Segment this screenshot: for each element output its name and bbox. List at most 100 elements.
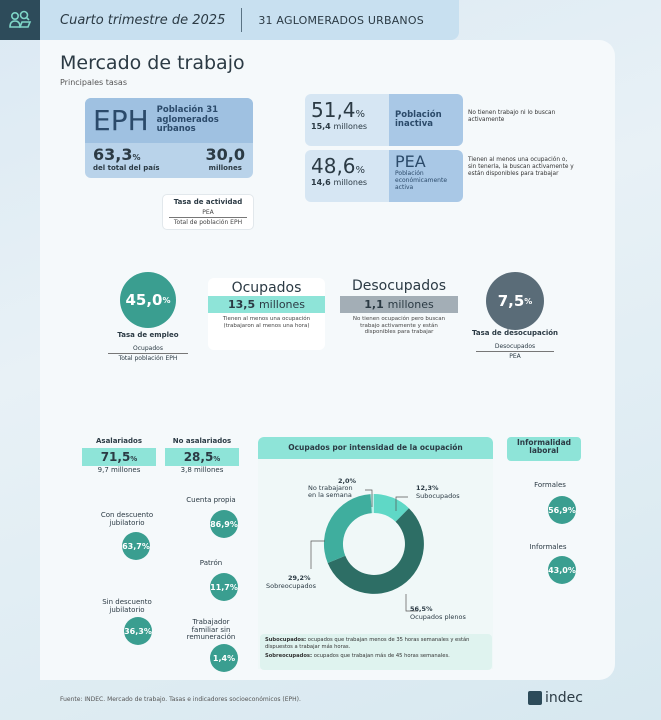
pea-card: 48,6% 14,6 millones PEA Población económ…: [305, 150, 463, 202]
ocupados-millions: 13,5: [227, 298, 256, 311]
con-descuento-label: Con descuento jubilatorio: [100, 511, 154, 527]
asalariados-millions: 9,7 millones: [97, 466, 141, 474]
note-sobre-term: Sobreocupados:: [265, 653, 313, 659]
inactiva-description: No tienen trabajo ni lo buscan activamen…: [468, 110, 556, 124]
page-subtitle: Principales tasas: [60, 78, 127, 87]
asalariados-card: Asalariados 71,5% 9,7 millones: [82, 437, 156, 474]
desocupados-millions: 1,1: [364, 298, 384, 311]
inactiva-millions-unit: millones: [333, 122, 368, 131]
no-asalariados-unit: %: [213, 455, 221, 463]
pea-acronym: PEA: [395, 152, 426, 171]
no-asalariados-title: No asalariados: [172, 437, 232, 445]
pea-description: Tienen al menos una ocupación o, sin ten…: [468, 157, 574, 178]
cuenta-propia-label: Cuenta propia: [186, 496, 236, 504]
header-bar: Cuarto trimestre de 2025 31 AGLOMERADOS …: [40, 0, 459, 40]
asalariados-title: Asalariados: [96, 437, 142, 445]
ocupados-title: Ocupados: [231, 280, 302, 296]
tasa-desocupacion-unit: %: [524, 296, 533, 306]
pea-millions-unit: millones: [333, 178, 368, 187]
formales-label: Formales: [534, 481, 566, 489]
slice-ocupados-plenos: [327, 508, 424, 594]
tasa-desocupacion-title: Tasa de desocupación: [471, 329, 559, 337]
informalidad-title: Informalidad laboral: [507, 437, 581, 461]
tasa-empleo-circle: 45,0%: [120, 272, 176, 328]
eph-pct-caption: del total del país: [93, 164, 160, 172]
informales-value: 43,0%: [548, 556, 576, 584]
tasa-desocupacion-formula: Tasa de desocupación Desocupados PEA: [466, 329, 564, 360]
inactiva-card: 51,4% 15,4 millones Población inactiva: [305, 94, 463, 146]
header-divider: [241, 8, 243, 32]
indec-logo-text: indec: [545, 690, 583, 706]
asalariados-value: 71,5: [100, 450, 131, 464]
tasa-empleo-title: Tasa de empleo: [117, 331, 179, 339]
page-title: Mercado de trabajo: [60, 52, 245, 74]
label-sobreocupados-pct: 29,2%: [288, 574, 311, 582]
inactiva-millions: 15,4: [311, 122, 331, 131]
source-footnote: Fuente: INDEC. Mercado de trabajo. Tasas…: [60, 696, 301, 703]
inactiva-value: 51,4: [311, 98, 356, 122]
note-sub-term: Subocupados:: [265, 637, 307, 643]
eph-pct-unit: %: [132, 153, 141, 162]
tasa-empleo-value: 45,0: [125, 291, 163, 309]
tasa-desocupacion-denominator: PEA: [509, 353, 521, 360]
ocupados-card: Ocupados 13,5 millones Tienen al menos u…: [208, 278, 325, 350]
note-sobre-def: ocupados que trabajan más de 45 horas se…: [312, 653, 450, 659]
eph-pct-value: 63,3: [93, 145, 133, 164]
no-asalariados-value: 28,5: [183, 450, 214, 464]
period-label: Cuarto trimestre de 2025: [60, 12, 226, 28]
eph-pop-caption: millones: [208, 164, 242, 172]
pea-label: Población económicamente activa: [395, 170, 448, 191]
con-descuento-value: 63,7%: [122, 532, 150, 560]
label-no-trabajaron-pct: 2,0%: [338, 477, 357, 485]
desocupados-title: Desocupados: [351, 278, 447, 294]
label-sobreocupados: Sobreocupados: [266, 582, 317, 590]
patron-value: 11,7%: [210, 573, 238, 601]
no-asalariados-card: No asalariados 28,5% 3,8 millones: [165, 437, 239, 474]
scope-label: 31 AGLOMERADOS URBANOS: [258, 13, 424, 27]
eph-pop-value: 30,0: [205, 145, 245, 164]
label-subocupados: Subocupados: [416, 492, 460, 500]
tasa-empleo-denominator: Total población EPH: [118, 355, 178, 362]
inactiva-label: Población inactiva: [395, 109, 442, 129]
slice-sobreocupados: [323, 494, 372, 563]
header-icon: [0, 0, 40, 40]
desocupados-card: Desocupados 1,1 millones No tienen ocupa…: [340, 278, 458, 339]
label-plenos: Ocupados plenos: [410, 613, 467, 621]
intensidad-notes: Subocupados: ocupados que trabajan menos…: [260, 634, 492, 670]
tasa-desocupacion-circle: 7,5%: [486, 272, 544, 330]
note-sub-def: ocupados que trabajan menos de 35 horas …: [265, 637, 470, 650]
slice-subocupados: [374, 494, 409, 522]
tasa-empleo-formula: Tasa de empleo Ocupados Total población …: [100, 331, 196, 362]
inactiva-unit: %: [355, 109, 366, 120]
patron-label: Patrón: [199, 559, 223, 567]
sin-descuento-value: 36,3%: [124, 617, 152, 645]
cuenta-propia-value: 86,9%: [210, 510, 238, 538]
tasa-actividad-denominator: Total de población EPH: [173, 219, 243, 226]
pea-millions: 14,6: [311, 178, 331, 187]
eph-acronym: EPH: [93, 104, 149, 137]
tasa-actividad-title: Tasa de actividad: [173, 198, 243, 206]
label-plenos-pct: 56,5%: [410, 605, 433, 613]
tasa-empleo-unit: %: [162, 295, 171, 305]
indec-logo: indec: [528, 690, 583, 706]
formales-value: 56,9%: [548, 496, 576, 524]
label-no-trabajaron: No trabajaron: [308, 484, 353, 492]
informales-label: Informales: [529, 543, 567, 551]
intensidad-title: Ocupados por intensidad de la ocupación: [258, 437, 493, 459]
tasa-desocupacion-value: 7,5: [497, 292, 525, 310]
people-search-icon: [9, 10, 32, 28]
tasa-empleo-numerator: Ocupados: [108, 345, 188, 354]
pea-unit: %: [355, 165, 366, 176]
eph-label: Población 31 aglomerados urbanos: [156, 105, 219, 135]
desocupados-millions-unit: millones: [387, 298, 434, 311]
no-asalariados-millions: 3,8 millones: [180, 466, 224, 474]
desocupados-description: No tienen ocupación pero buscan trabajo …: [352, 316, 446, 336]
label-no-trabajaron-2: en la semana: [308, 491, 352, 499]
indec-logo-icon: [528, 691, 542, 705]
pea-value: 48,6: [311, 154, 356, 178]
label-subocupados-pct: 12,3%: [416, 484, 439, 492]
familiar-value: 1,4%: [210, 644, 238, 672]
intensidad-donut-chart: 2,0% No trabajaron en la semana 12,3% Su…: [266, 477, 467, 621]
eph-card: EPH Población 31 aglomerados urbanos 63,…: [85, 98, 253, 178]
asalariados-unit: %: [130, 455, 138, 463]
